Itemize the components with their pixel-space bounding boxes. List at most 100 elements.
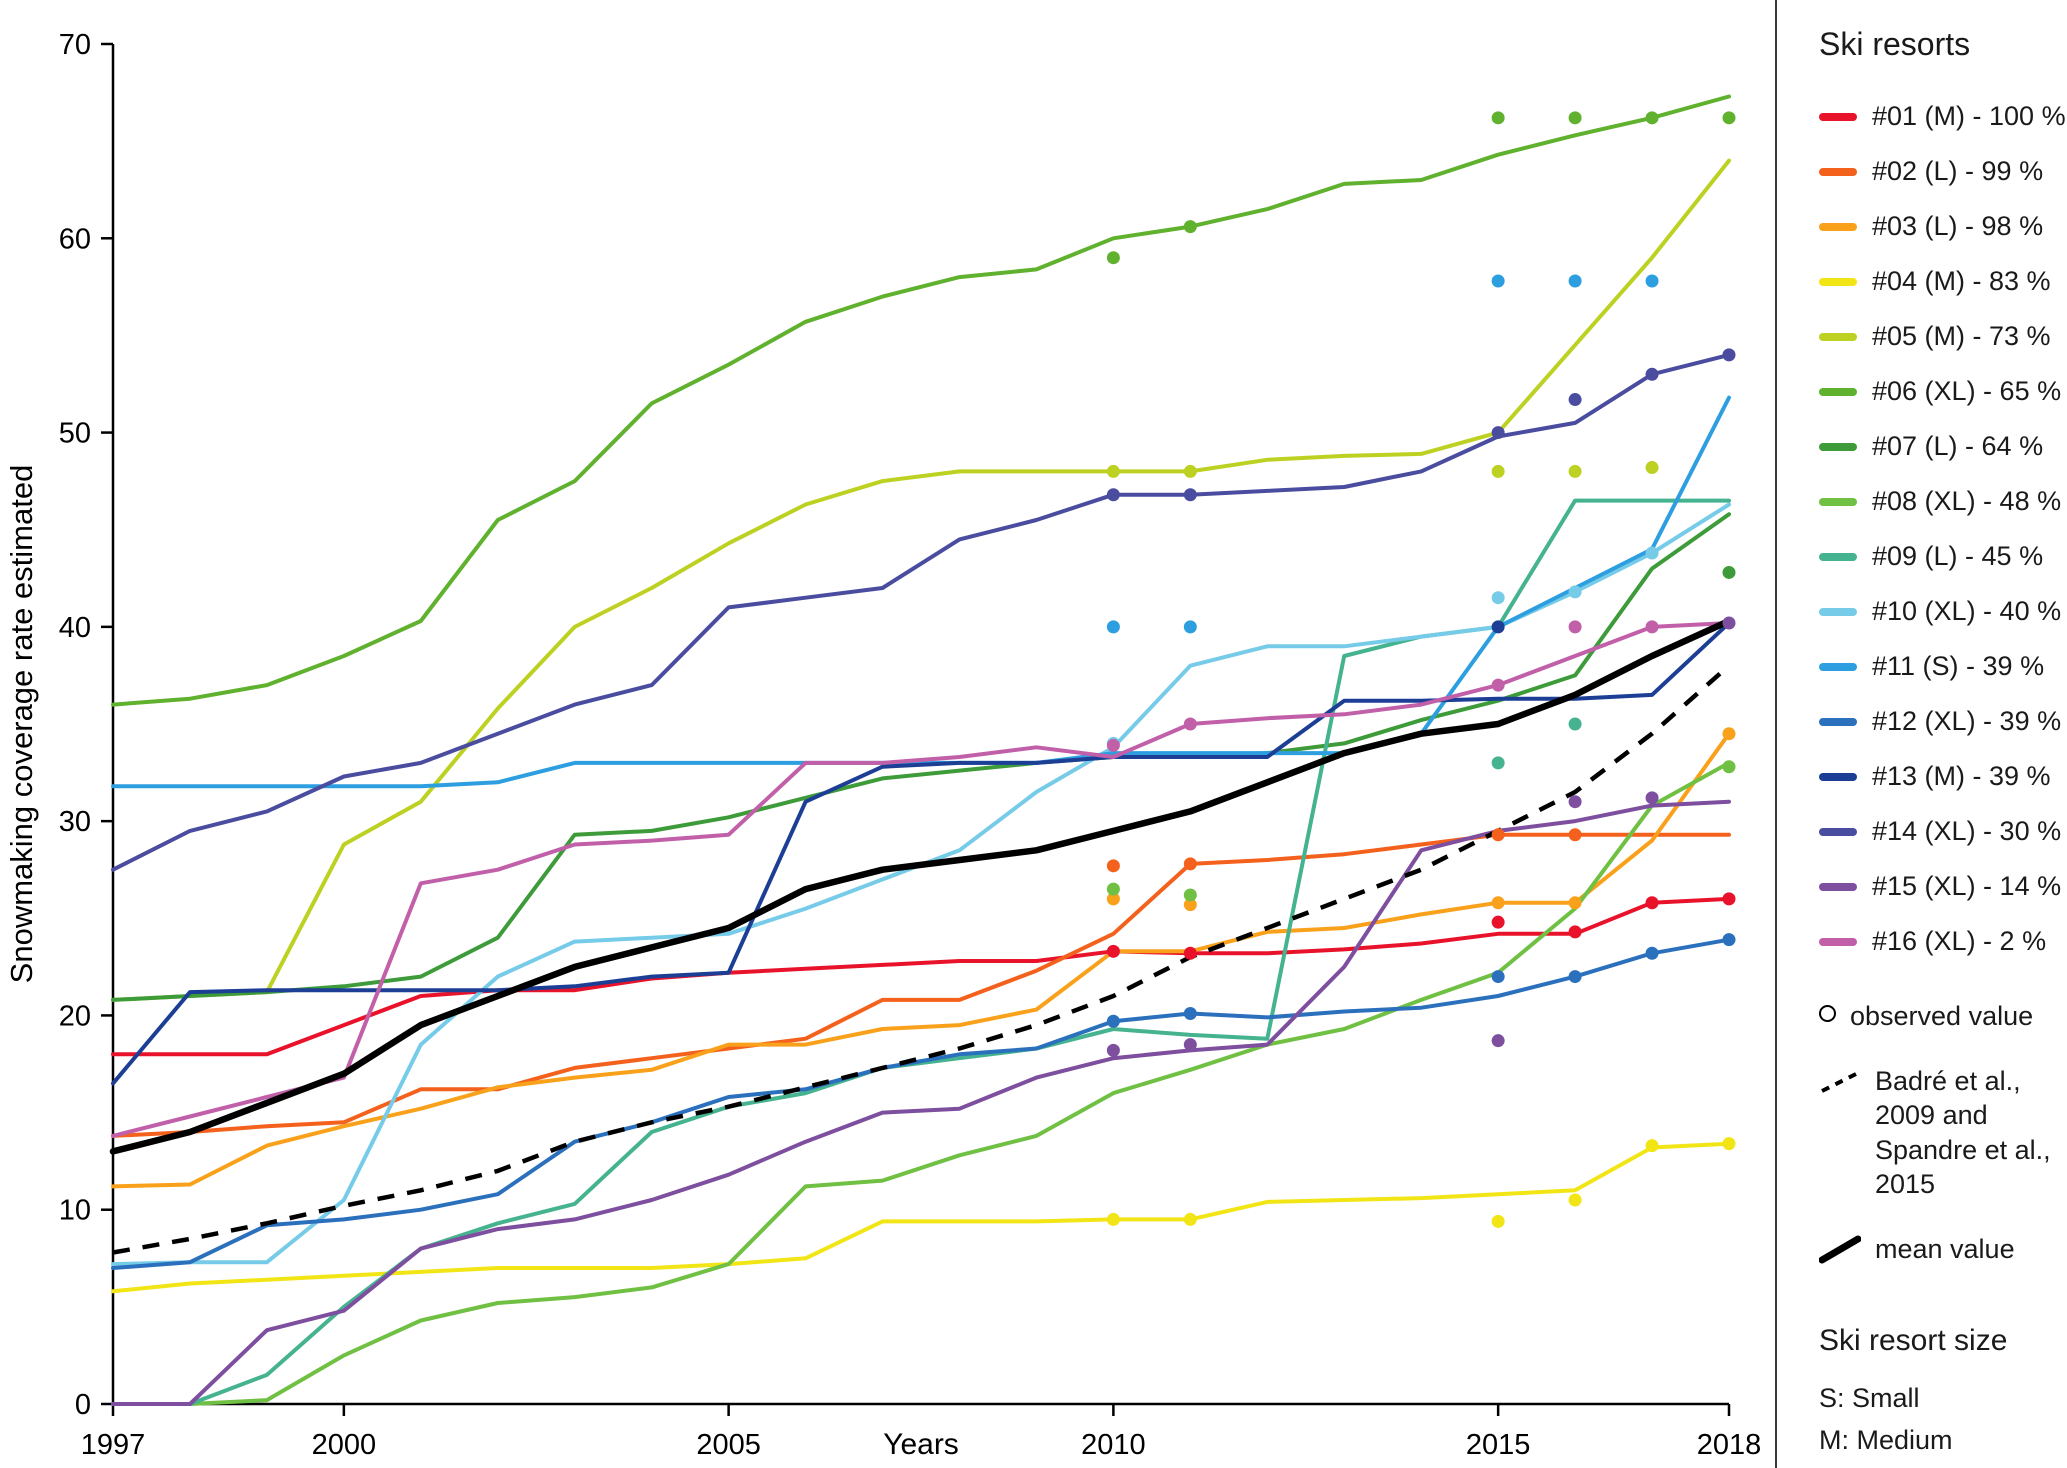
y-tick-label: 70 xyxy=(59,29,91,61)
legend-item-label: #10 (XL) - 40 % xyxy=(1872,596,2062,626)
y-tick-label: 30 xyxy=(59,806,91,838)
legend-item-label: #16 (XL) - 2 % xyxy=(1872,926,2047,956)
observed-dot xyxy=(1722,760,1736,774)
x-tick-label: 2005 xyxy=(696,1429,761,1461)
observed-dot xyxy=(1568,717,1582,731)
legend-item-01: #01 (M) - 100 % xyxy=(1819,89,2066,144)
observed-dot xyxy=(1645,546,1659,560)
observed-dot xyxy=(1106,620,1120,634)
legend-item-label: #03 (L) - 98 % xyxy=(1872,211,2044,241)
legend-item-05: #05 (M) - 73 % xyxy=(1819,309,2061,364)
observed-dot xyxy=(1645,946,1659,960)
observed-dot xyxy=(1722,892,1736,906)
y-tick-label: 10 xyxy=(59,1195,91,1227)
legend-swatch xyxy=(1819,607,1857,616)
observed-dot xyxy=(1491,678,1505,692)
observed-dot xyxy=(1722,616,1736,630)
observed-dot xyxy=(1645,367,1659,381)
legend-item-02: #02 (L) - 99 % xyxy=(1819,144,2061,199)
legend-item-04: #04 (M) - 83 % xyxy=(1819,254,2061,309)
legend-mean: mean value xyxy=(1819,1232,2061,1267)
legend-item-09: #09 (L) - 45 % xyxy=(1819,529,2061,584)
legend-item-label: #07 (L) - 64 % xyxy=(1872,431,2044,461)
observed-dot xyxy=(1183,464,1197,478)
observed-dot xyxy=(1106,1043,1120,1057)
chart-area: 0 10 20 30 40 50 60 70 1997 2000 2005 2010 2015 2018 Y… xyxy=(4,29,1761,1461)
legend-swatch xyxy=(1819,222,1857,231)
mean-value-label: mean value xyxy=(1875,1233,2015,1264)
legend-item-10: #10 (XL) - 40 % xyxy=(1819,584,2061,639)
legend-item-label: #14 (XL) - 30 % xyxy=(1872,816,2062,846)
observed-dot xyxy=(1183,620,1197,634)
observed-dot xyxy=(1491,756,1505,770)
observed-dot xyxy=(1722,727,1736,741)
reference-label: Badré et al., 2009 and Spandre et al., 2… xyxy=(1875,1065,2051,1200)
observed-dot xyxy=(1106,488,1120,502)
legend-items: #01 (M) - 100 % #02 (L) - 99 % #03 (L) - 9… xyxy=(1819,89,2066,969)
observed-dot xyxy=(1568,795,1582,809)
observed-dot xyxy=(1491,896,1505,910)
series-line-5 xyxy=(111,158,1731,1002)
legend-item-15: #15 (XL) - 14 % xyxy=(1819,859,2061,914)
observed-dot xyxy=(1645,896,1659,910)
mean-line-icon xyxy=(1819,1235,1861,1264)
observed-dot xyxy=(1106,1212,1120,1226)
observed-dot xyxy=(1491,274,1505,288)
dashed-line-icon xyxy=(1821,1070,1859,1093)
y-tick-label: 0 xyxy=(75,1389,91,1421)
observed-dot xyxy=(1568,393,1582,407)
observed-dot xyxy=(1491,464,1505,478)
observed-dot xyxy=(1183,1006,1197,1020)
observed-value-icon xyxy=(1819,1005,1836,1022)
series-line-3 xyxy=(111,731,1731,1189)
legend-swatch xyxy=(1819,552,1857,561)
x-tick-label: 2010 xyxy=(1081,1429,1146,1461)
observed-dot xyxy=(1491,1034,1505,1048)
observed-dot xyxy=(1491,970,1505,984)
observed-dot xyxy=(1568,828,1582,842)
legend-item-14: #14 (XL) - 30 % xyxy=(1819,804,2061,859)
size-item-3: L: Large xyxy=(1819,1462,2061,1468)
legend-item-08: #08 (XL) - 48 % xyxy=(1819,474,2061,529)
observed-dot xyxy=(1183,857,1197,871)
legend-swatch xyxy=(1819,112,1857,121)
observed-dot xyxy=(1183,1038,1197,1052)
observed-dot xyxy=(1106,464,1120,478)
observed-dot xyxy=(1568,274,1582,288)
observed-dot xyxy=(1183,1212,1197,1226)
series-line-4 xyxy=(111,1141,1731,1294)
legend-item-13: #13 (M) - 39 % xyxy=(1819,749,2061,804)
x-axis-label: Years xyxy=(883,1428,959,1461)
legend-swatch xyxy=(1819,442,1857,451)
observed-dot xyxy=(1491,828,1505,842)
observed-dot xyxy=(1568,970,1582,984)
observed-dot xyxy=(1106,1014,1120,1028)
observed-dot xyxy=(1106,251,1120,265)
size-item-2: M: Medium xyxy=(1819,1425,1953,1456)
legend-observed: observed value xyxy=(1819,999,2061,1034)
observed-dot xyxy=(1645,1139,1659,1153)
series-line-13 xyxy=(111,621,1731,1086)
observed-dot xyxy=(1491,915,1505,929)
legend-swatch xyxy=(1819,937,1857,946)
legend-swatch xyxy=(1819,497,1857,506)
legend-item-03: #03 (L) - 98 % xyxy=(1819,199,2061,254)
legend-panel: Ski resorts #01 (M) - 100 % #02 (L) - 99 … xyxy=(1775,0,2067,1468)
observed-dot xyxy=(1645,791,1659,805)
legend-item-label: #05 (M) - 73 % xyxy=(1872,321,2051,351)
series-line-9 xyxy=(111,498,1731,1406)
x-tick-label: 2000 xyxy=(312,1429,377,1461)
observed-dot xyxy=(1183,898,1197,912)
legend-swatch xyxy=(1819,167,1857,176)
legend-item-07: #07 (L) - 64 % xyxy=(1819,419,2061,474)
series-line-14 xyxy=(111,352,1731,872)
observed-value-label: observed value xyxy=(1850,1001,2034,1031)
observed-dot xyxy=(1722,348,1736,362)
y-tick-label: 60 xyxy=(59,223,91,255)
observed-dot xyxy=(1568,111,1582,125)
legend-swatch xyxy=(1819,772,1857,781)
observed-dot xyxy=(1722,111,1736,125)
observed-dot xyxy=(1491,591,1505,605)
legend-item-label: #13 (M) - 39 % xyxy=(1872,761,2051,791)
